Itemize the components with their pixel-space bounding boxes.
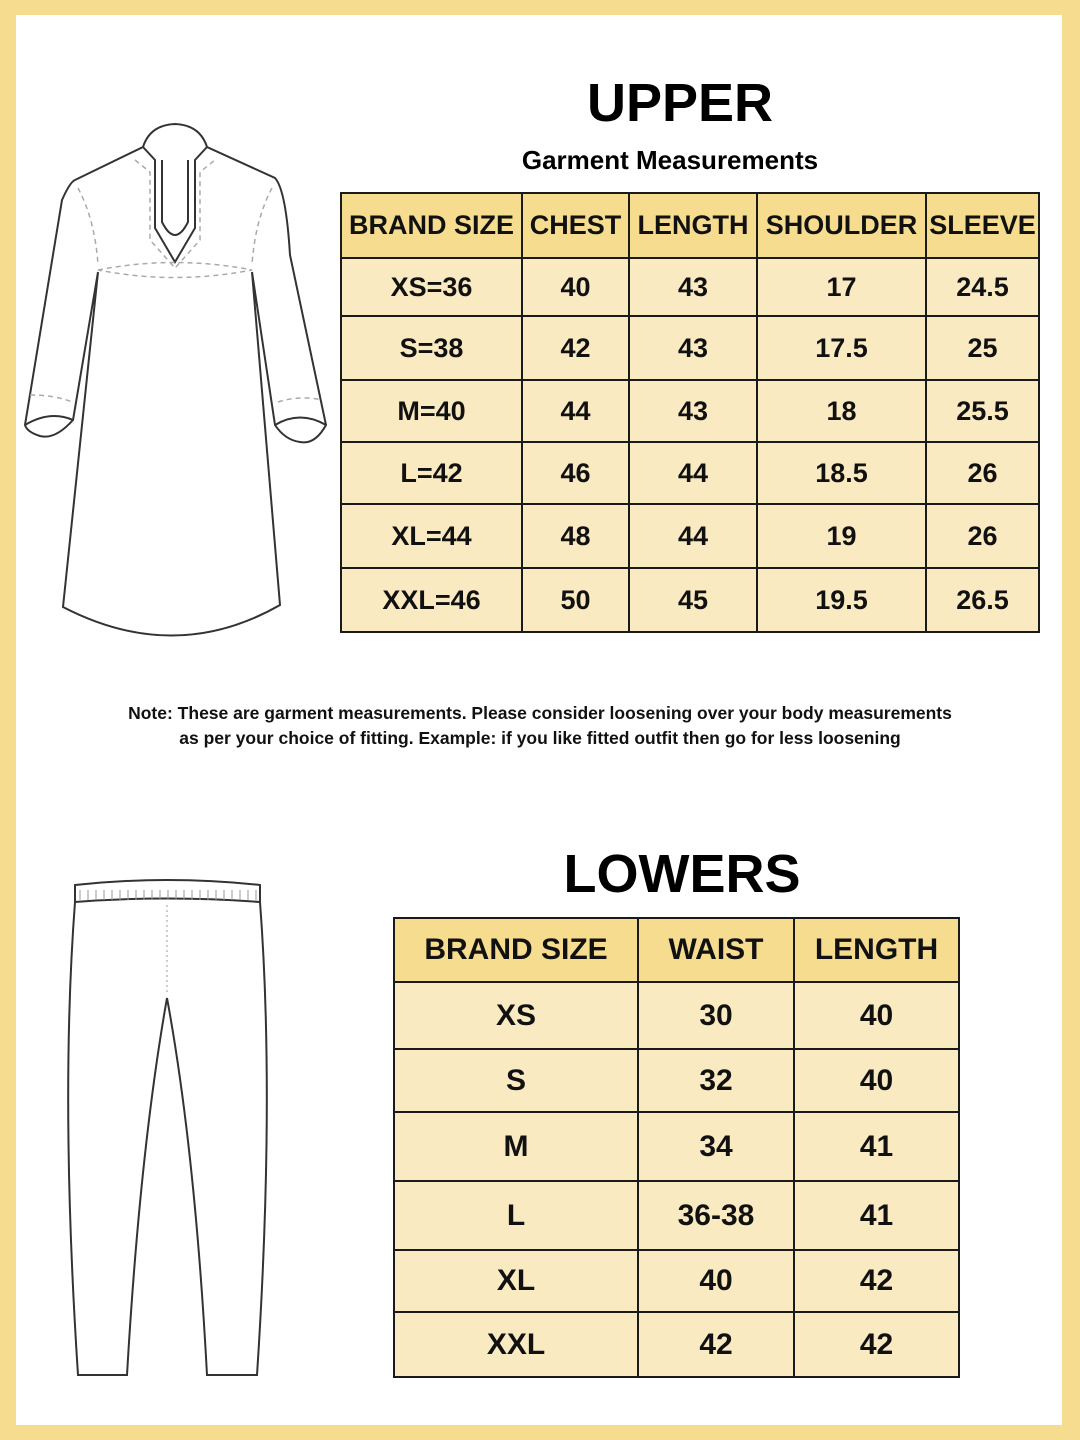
cell: 41 (793, 1111, 960, 1182)
table-row: S 32 40 (393, 1048, 960, 1113)
cell: 43 (628, 257, 758, 317)
cell: 36-38 (637, 1180, 795, 1251)
cell: XL (393, 1249, 639, 1313)
cell: XL=44 (340, 503, 523, 569)
header-length: LENGTH (628, 192, 758, 259)
header-brand-size: BRAND SIZE (393, 917, 639, 983)
table-row: XL 40 42 (393, 1249, 960, 1313)
upper-subtitle: Garment Measurements (521, 145, 819, 175)
table-header-row: BRAND SIZE CHEST LENGTH SHOULDER SLEEVE (340, 192, 1040, 259)
cell: 42 (793, 1311, 960, 1378)
lowers-measurements-table: BRAND SIZE WAIST LENGTH XS 30 40 S 32 40 M 34… (393, 917, 960, 1378)
cell: XS=36 (340, 257, 523, 317)
cell: 44 (521, 379, 630, 443)
table-row: XXL=46 50 45 19.5 26.5 (340, 567, 1040, 633)
table-row: XXL 42 42 (393, 1311, 960, 1378)
table-row: L 36-38 41 (393, 1180, 960, 1251)
table-row: S=38 42 43 17.5 25 (340, 315, 1040, 381)
cell: L (393, 1180, 639, 1251)
cell: 46 (521, 441, 630, 505)
cell: XS (393, 981, 639, 1050)
cell: S=38 (340, 315, 523, 381)
cell: 41 (793, 1180, 960, 1251)
table-header-row: BRAND SIZE WAIST LENGTH (393, 917, 960, 983)
cell: 42 (637, 1311, 795, 1378)
cell: 19.5 (756, 567, 927, 633)
cell: 40 (521, 257, 630, 317)
cell: 19 (756, 503, 927, 569)
table-row: L=42 46 44 18.5 26 (340, 441, 1040, 505)
header-sleeve: SLEEVE (925, 192, 1040, 259)
cell: 44 (628, 503, 758, 569)
table-row: XS 30 40 (393, 981, 960, 1050)
cell: 45 (628, 567, 758, 633)
header-brand-size: BRAND SIZE (340, 192, 523, 259)
cell: M (393, 1111, 639, 1182)
cell: 40 (637, 1249, 795, 1313)
upper-measurements-table: BRAND SIZE CHEST LENGTH SHOULDER SLEEVE … (340, 192, 1040, 633)
cell: 25 (925, 315, 1040, 381)
header-waist: WAIST (637, 917, 795, 983)
cell: 40 (793, 981, 960, 1050)
cell: XXL=46 (340, 567, 523, 633)
lowers-title: LOWERS (563, 844, 801, 904)
header-shoulder: SHOULDER (756, 192, 927, 259)
cell: 18 (756, 379, 927, 443)
table-row: M 34 41 (393, 1111, 960, 1182)
cell: 48 (521, 503, 630, 569)
note-line-2: as per your choice of fitting. Example: … (179, 728, 901, 748)
cell: S (393, 1048, 639, 1113)
table-row: XS=36 40 43 17 24.5 (340, 257, 1040, 317)
cell: 26 (925, 503, 1040, 569)
cell: 42 (521, 315, 630, 381)
cell: 25.5 (925, 379, 1040, 443)
table-row: XL=44 48 44 19 26 (340, 503, 1040, 569)
cell: 40 (793, 1048, 960, 1113)
header-chest: CHEST (521, 192, 630, 259)
cell: 24.5 (925, 257, 1040, 317)
cell: 17.5 (756, 315, 927, 381)
cell: 43 (628, 315, 758, 381)
cell: 17 (756, 257, 927, 317)
cell: 26 (925, 441, 1040, 505)
cell: M=40 (340, 379, 523, 443)
cell: 32 (637, 1048, 795, 1113)
note-line-1: Note: These are garment measurements. Pl… (128, 703, 952, 723)
cell: 30 (637, 981, 795, 1050)
header-length: LENGTH (793, 917, 960, 983)
cell: 26.5 (925, 567, 1040, 633)
cell: 50 (521, 567, 630, 633)
upper-title: UPPER (586, 73, 774, 133)
cell: L=42 (340, 441, 523, 505)
cell: 18.5 (756, 441, 927, 505)
table-row: M=40 44 43 18 25.5 (340, 379, 1040, 443)
cell: 44 (628, 441, 758, 505)
cell: 42 (793, 1249, 960, 1313)
cell: 43 (628, 379, 758, 443)
cell: XXL (393, 1311, 639, 1378)
cell: 34 (637, 1111, 795, 1182)
